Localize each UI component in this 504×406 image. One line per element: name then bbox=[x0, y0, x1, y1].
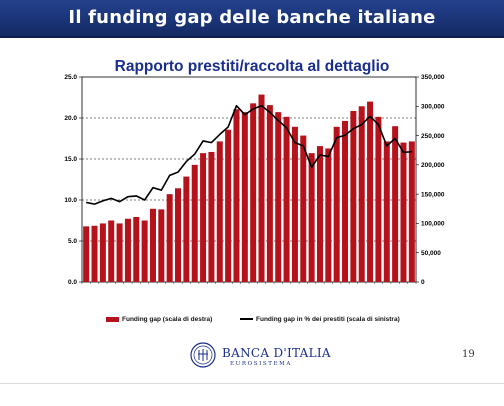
bar bbox=[283, 116, 290, 282]
bar bbox=[91, 225, 98, 282]
legend-item-line: Funding gap in % dei prestiti (scala di … bbox=[240, 316, 400, 323]
legend-line-swatch bbox=[240, 318, 253, 321]
right-axis-tick-label: 150,000 bbox=[421, 191, 445, 198]
bar bbox=[266, 105, 273, 282]
bar bbox=[133, 216, 140, 282]
right-axis-tick-label: 200,000 bbox=[421, 162, 445, 169]
bar bbox=[208, 151, 215, 282]
right-axis-tick-label: 50,000 bbox=[421, 250, 441, 257]
bar bbox=[116, 223, 123, 282]
left-axis-tick-label: 20.0 bbox=[64, 115, 77, 122]
bar bbox=[83, 226, 90, 282]
bar bbox=[200, 153, 207, 282]
bar bbox=[99, 223, 106, 282]
bar bbox=[408, 141, 415, 282]
banca-italia-emblem-icon bbox=[190, 342, 216, 368]
bar bbox=[216, 141, 223, 282]
left-axis-tick-label: 5.0 bbox=[68, 238, 77, 245]
bar bbox=[342, 120, 349, 282]
bar bbox=[241, 112, 248, 282]
right-axis-tick-label: 350,000 bbox=[421, 74, 445, 81]
bar bbox=[141, 220, 148, 282]
bar bbox=[108, 220, 115, 282]
bar bbox=[149, 208, 156, 282]
bar bbox=[258, 94, 265, 282]
right-axis-tick-label: 300,000 bbox=[421, 103, 445, 110]
bar bbox=[375, 116, 382, 282]
bar bbox=[325, 148, 332, 282]
left-axis-tick-label: 0.0 bbox=[68, 279, 77, 286]
bar bbox=[383, 141, 390, 282]
right-axis-tick-label: 100,000 bbox=[421, 221, 445, 228]
bar bbox=[124, 218, 131, 282]
legend-item-bars: Funding gap (scala di destra) bbox=[106, 316, 212, 323]
page-number: 19 bbox=[462, 349, 475, 360]
banca-italia-logo: BANCA D'ITALIA EUROSISTEMA bbox=[190, 342, 331, 372]
bar bbox=[333, 126, 340, 283]
left-axis-tick-label: 10.0 bbox=[64, 197, 77, 204]
legend-line-label: Funding gap in % dei prestiti (scala di … bbox=[256, 316, 400, 323]
bar bbox=[358, 106, 365, 283]
bar bbox=[316, 146, 323, 282]
bar bbox=[191, 164, 198, 282]
bar bbox=[233, 109, 240, 282]
bar bbox=[308, 153, 315, 282]
logo-subtitle: EUROSISTEMA bbox=[230, 361, 292, 367]
slide-title: Il funding gap delle banche italiane bbox=[68, 7, 436, 28]
line-series bbox=[86, 104, 412, 205]
legend-bars-label: Funding gap (scala di destra) bbox=[122, 316, 213, 323]
bar bbox=[158, 209, 165, 282]
bar bbox=[225, 129, 232, 282]
bar bbox=[300, 135, 307, 282]
bar bbox=[400, 142, 407, 282]
bar bbox=[183, 176, 190, 282]
funding-gap-chart: 0.0 5.0 10.0 15.0 20.0 25.0 0 50,000 100,000 150,… bbox=[64, 74, 445, 286]
bar bbox=[350, 110, 357, 282]
bar bbox=[392, 126, 399, 282]
bar bbox=[367, 101, 374, 282]
slide-title-bar: Il funding gap delle banche italiane bbox=[0, 0, 504, 38]
left-axis-tick-label: 25.0 bbox=[64, 74, 77, 81]
chart-title: Rapporto prestiti/raccolta al dettaglio bbox=[114, 58, 390, 75]
bar bbox=[291, 126, 298, 283]
bar bbox=[166, 194, 173, 282]
chart-legend: Funding gap (scala di destra) Funding ga… bbox=[102, 316, 442, 328]
bar bbox=[275, 112, 282, 282]
bar bbox=[250, 103, 257, 282]
right-axis-tick-label: 250,000 bbox=[421, 133, 445, 140]
logo-name: BANCA D'ITALIA bbox=[222, 346, 331, 360]
bar bbox=[175, 188, 182, 282]
legend-bar-swatch bbox=[106, 316, 119, 322]
right-axis-tick-label: 0 bbox=[421, 279, 425, 286]
left-axis-tick-label: 15.0 bbox=[64, 156, 77, 163]
plot-area-frame bbox=[81, 76, 417, 283]
footer-divider bbox=[0, 383, 504, 384]
